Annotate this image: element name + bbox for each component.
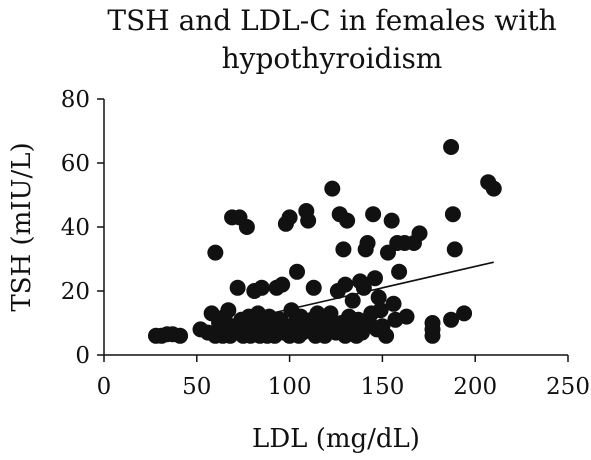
data-points xyxy=(147,139,502,344)
data-point xyxy=(337,276,354,293)
chart-title-line-2: hypothyroidism xyxy=(222,42,443,75)
y-tick-label: 60 xyxy=(61,151,90,177)
data-point xyxy=(300,212,317,229)
data-point xyxy=(385,295,402,312)
data-point xyxy=(322,305,339,322)
chart-title-line-1: TSH and LDL-C in females with xyxy=(107,4,556,37)
x-tick-label: 0 xyxy=(97,374,112,400)
x-tick-label: 50 xyxy=(182,374,211,400)
data-point xyxy=(274,276,291,293)
data-point xyxy=(207,244,224,261)
data-point xyxy=(443,139,460,155)
data-point xyxy=(446,241,463,258)
data-point xyxy=(229,279,246,296)
x-ticks: 0 50 100 150 200 250 xyxy=(97,355,590,400)
data-point xyxy=(398,308,415,325)
data-point xyxy=(443,311,460,328)
y-axis-label: TSH (mIU/L) xyxy=(7,142,37,311)
data-point xyxy=(411,225,428,242)
data-point xyxy=(391,263,408,280)
x-tick-label: 100 xyxy=(268,374,312,400)
data-point xyxy=(383,212,400,229)
data-point xyxy=(366,270,383,287)
data-point xyxy=(238,219,255,235)
data-point xyxy=(253,279,270,296)
data-point xyxy=(335,241,352,258)
data-point xyxy=(370,289,387,306)
y-tick-label: 0 xyxy=(75,343,90,369)
data-point xyxy=(339,212,356,229)
y-tick-label: 20 xyxy=(61,279,90,305)
y-ticks: 0 20 40 60 80 xyxy=(61,87,104,369)
data-point xyxy=(344,292,361,309)
data-point xyxy=(485,180,502,197)
x-tick-label: 150 xyxy=(360,374,404,400)
data-point xyxy=(444,206,461,223)
data-point xyxy=(220,302,237,319)
x-tick-label: 250 xyxy=(546,374,590,400)
data-point xyxy=(365,206,382,223)
data-point xyxy=(359,235,376,251)
y-tick-label: 80 xyxy=(61,87,90,113)
data-point xyxy=(424,315,441,331)
x-tick-label: 200 xyxy=(453,374,497,400)
data-point xyxy=(355,279,372,296)
data-point xyxy=(172,327,189,344)
data-point xyxy=(456,305,473,322)
data-point xyxy=(378,327,395,344)
data-point xyxy=(281,209,298,226)
data-point xyxy=(305,279,322,296)
y-tick-label: 40 xyxy=(61,215,90,241)
x-axis-label: LDL (mg/dL) xyxy=(252,424,420,454)
data-point xyxy=(324,180,341,197)
data-point xyxy=(289,263,306,280)
data-point xyxy=(372,302,389,319)
